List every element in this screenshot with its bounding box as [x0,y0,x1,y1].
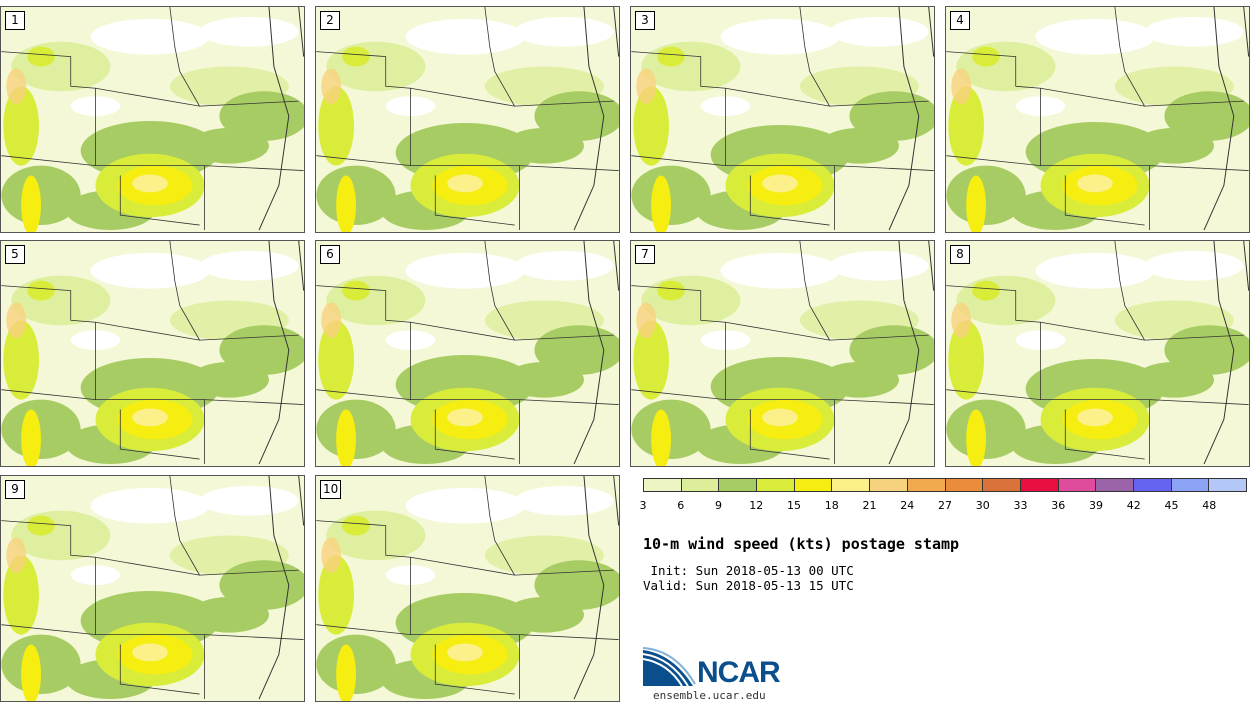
init-time: Init: Sun 2018-05-13 00 UTC [643,563,854,578]
colorbar-tick-label: 18 [824,499,839,512]
colorbar-tick-label: 48 [1202,499,1217,512]
ensemble-member-panel: 3 [630,6,935,233]
colorbar-tick-label: 12 [749,499,764,512]
colorbar-tick-label: 15 [787,499,801,512]
wind-speed-map [631,7,934,232]
colorbar-swatch [681,479,720,491]
panel-number-label: 5 [5,245,25,264]
panel-number-label: 3 [635,11,655,30]
panel-number-label: 1 [5,11,25,30]
colorbar-tick-label: 24 [900,499,915,512]
colorbar-tick-label: 21 [862,499,877,512]
ensemble-member-panel: 7 [630,240,935,467]
colorbar-swatch [1020,479,1059,491]
colorbar-tick-label: 3 [639,499,647,512]
panel-number-label: 4 [950,11,970,30]
colorbar-tick-label: 39 [1089,499,1103,512]
wind-speed-map [316,476,619,701]
colorbar-swatch [832,479,871,491]
ensemble-member-panel: 9 [0,475,305,702]
colorbar-swatch [983,479,1021,491]
ensemble-member-panel: 2 [315,6,620,233]
wind-speed-map [316,7,619,232]
valid-time: Valid: Sun 2018-05-13 15 UTC [643,578,854,593]
logo-text: NCAR [697,656,781,689]
panel-number-label: 6 [320,245,340,264]
colorbar-tick-label: 30 [975,499,990,512]
colorbar-tick-label: 36 [1051,499,1066,512]
colorbar-tick-label: 33 [1013,499,1028,512]
wind-speed-map [1,7,304,232]
ensemble-member-panel: 10 [315,475,620,702]
wind-speed-map [946,7,1249,232]
website-url[interactable]: ensemble.ucar.edu [653,689,766,702]
wind-speed-map [946,241,1249,466]
ensemble-member-panel: 6 [315,240,620,467]
panel-number-label: 7 [635,245,655,264]
ncar-logo-icon [643,647,696,687]
panel-number-label: 10 [320,480,342,499]
colorbar-ticks: 3 6 9 12 15 18 21 24 27 30 33 36 39 42 45 48 [639,499,1247,513]
colorbar-swatch [1133,479,1172,491]
panel-number-label: 8 [950,245,970,264]
colorbar-tick-label: 45 [1164,499,1179,512]
colorbar-swatch [1209,479,1246,491]
colorbar-swatch [870,479,908,491]
colorbar-swatch [1171,479,1210,491]
wind-speed-map [316,241,619,466]
figure-title: 10-m wind speed (kts) postage stamp [643,535,960,553]
colorbar [643,478,1247,492]
ensemble-member-panel: 8 [945,240,1250,467]
ensemble-member-panel: 4 [945,6,1250,233]
colorbar-swatch [757,479,795,491]
wind-speed-map [1,476,304,701]
colorbar-swatch [794,479,833,491]
panel-number-label: 2 [320,11,340,30]
colorbar-tick-label: 9 [715,499,722,512]
colorbar-swatch [644,479,682,491]
colorbar-tick-label: 27 [938,499,952,512]
colorbar-swatch [1058,479,1097,491]
colorbar-tick-label: 42 [1126,499,1141,512]
wind-speed-map [631,241,934,466]
colorbar-tick-label: 6 [677,499,685,512]
colorbar-swatch [719,479,758,491]
panel-number-label: 9 [5,480,25,499]
colorbar-swatch [1096,479,1134,491]
colorbar-swatch [945,479,984,491]
ensemble-member-panel: 5 [0,240,305,467]
wind-speed-map [1,241,304,466]
colorbar-swatch [907,479,946,491]
ensemble-member-panel: 1 [0,6,305,233]
